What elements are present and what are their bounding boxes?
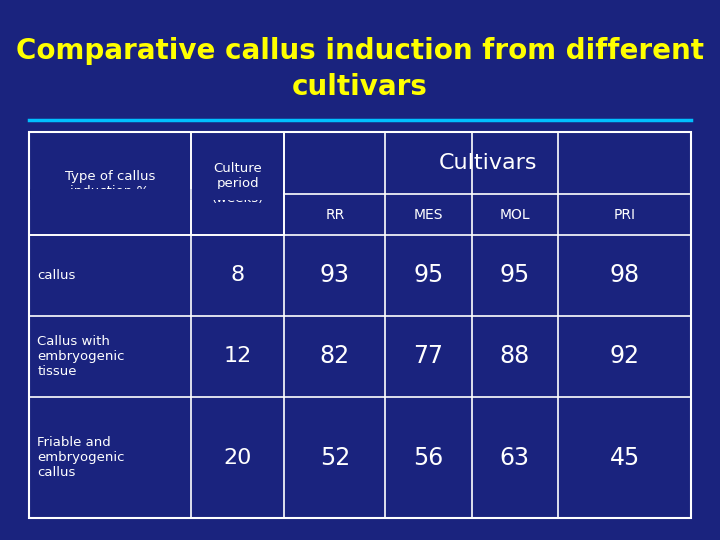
Text: Comparative callus induction from different: Comparative callus induction from differ… <box>16 37 704 65</box>
Text: MOL: MOL <box>500 208 530 221</box>
Text: 8: 8 <box>230 265 245 286</box>
Text: 56: 56 <box>413 446 444 470</box>
Text: 52: 52 <box>320 446 350 470</box>
Text: Cultivars: Cultivars <box>438 153 537 173</box>
Text: MES: MES <box>414 208 443 221</box>
Text: 95: 95 <box>500 264 530 287</box>
Text: 82: 82 <box>320 345 350 368</box>
Text: cultivars: cultivars <box>292 73 428 102</box>
Text: PRI: PRI <box>613 208 636 221</box>
Text: 45: 45 <box>609 446 640 470</box>
Text: 88: 88 <box>500 345 530 368</box>
Text: callus: callus <box>37 269 76 282</box>
Text: 92: 92 <box>610 345 639 368</box>
Text: 98: 98 <box>610 264 639 287</box>
Text: 12: 12 <box>223 346 252 367</box>
Text: Callus with
embryogenic
tissue: Callus with embryogenic tissue <box>37 335 125 378</box>
Text: RR: RR <box>325 208 344 221</box>
Text: 95: 95 <box>413 264 444 287</box>
Text: 93: 93 <box>320 264 350 287</box>
Text: Culture
period
(weeks): Culture period (weeks) <box>212 162 264 205</box>
Text: Friable and
embryogenic
callus: Friable and embryogenic callus <box>37 436 125 479</box>
Text: 63: 63 <box>500 446 530 470</box>
Text: 20: 20 <box>223 448 252 468</box>
Text: Type of callus
induction %: Type of callus induction % <box>65 170 155 198</box>
Text: 77: 77 <box>413 345 444 368</box>
